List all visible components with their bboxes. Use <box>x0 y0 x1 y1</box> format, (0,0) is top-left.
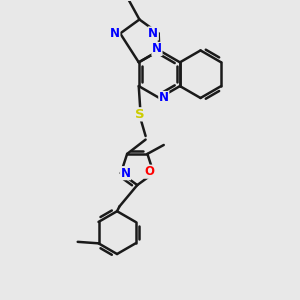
Text: O: O <box>145 165 154 178</box>
Text: N: N <box>121 167 130 180</box>
Text: S: S <box>135 108 145 121</box>
Text: N: N <box>152 42 162 56</box>
Text: N: N <box>159 92 169 104</box>
Text: N: N <box>148 27 158 40</box>
Text: N: N <box>110 27 120 40</box>
